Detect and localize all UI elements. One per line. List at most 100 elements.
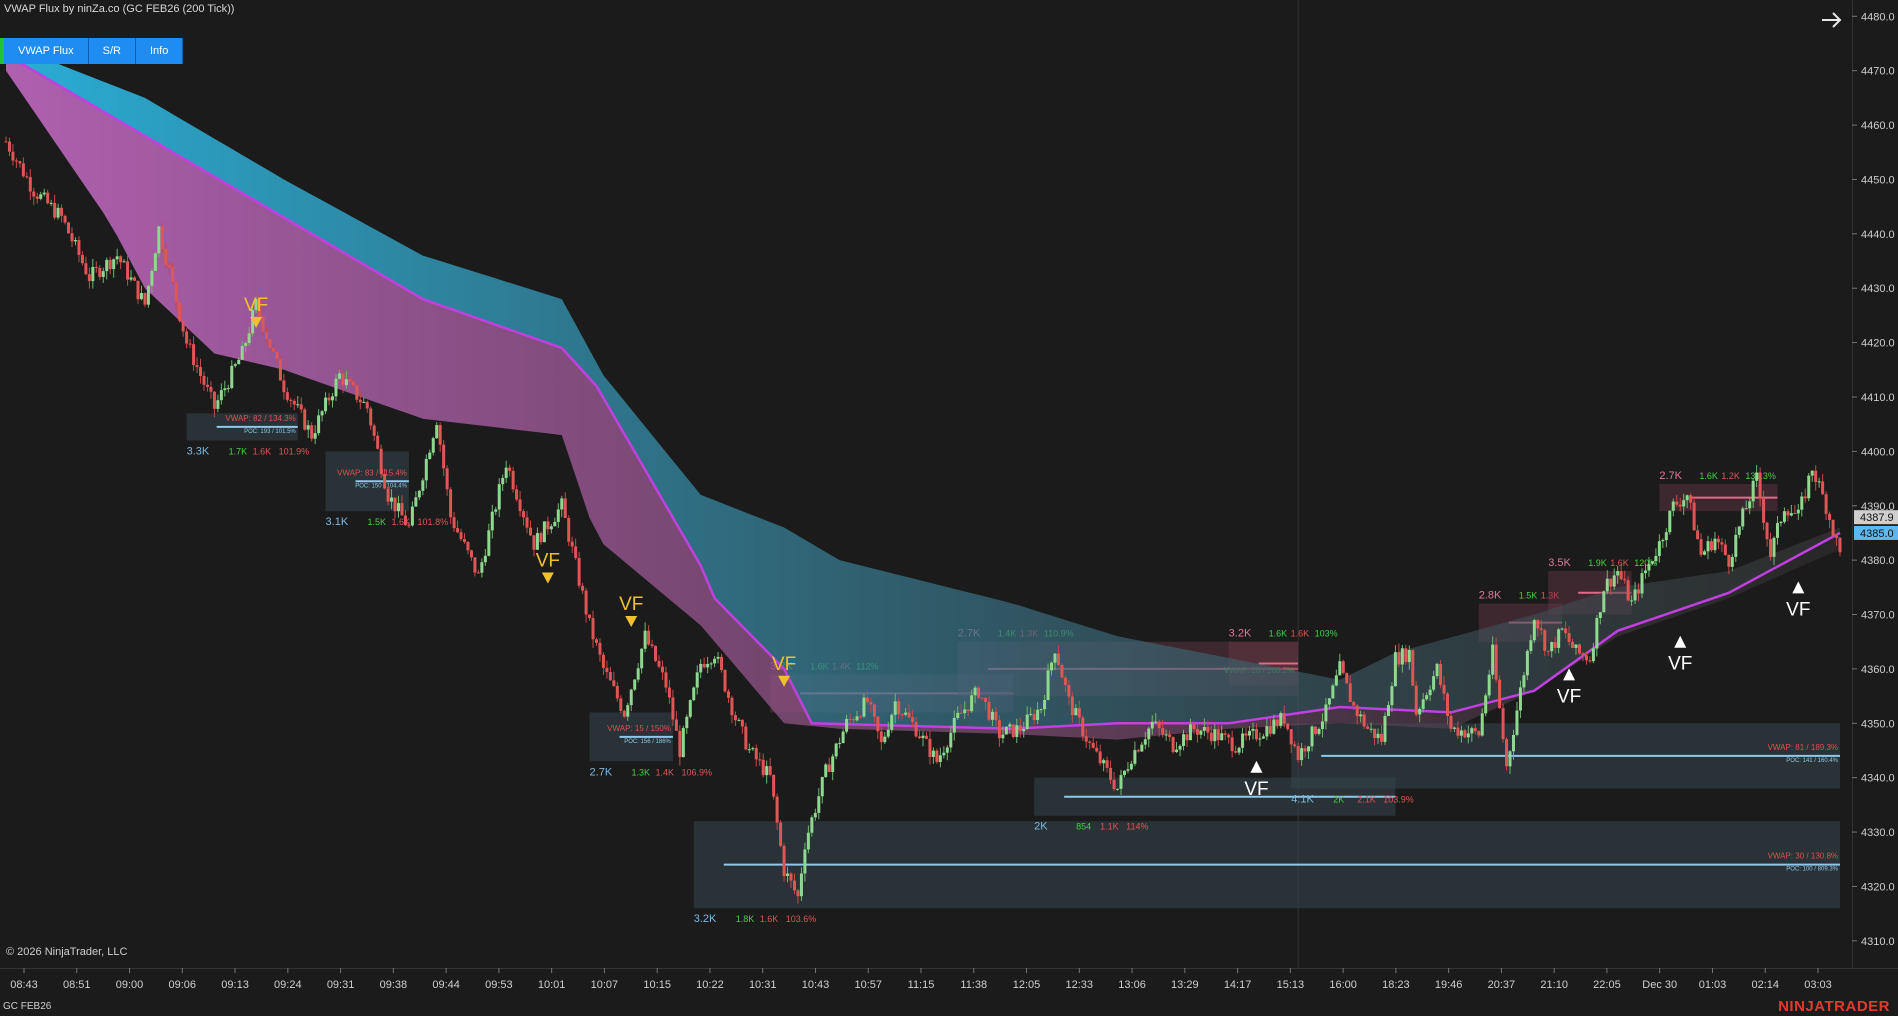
candle-body <box>963 709 967 714</box>
candle-body <box>848 718 852 720</box>
candle-body <box>1758 472 1762 499</box>
triangle-down-icon <box>250 316 263 328</box>
candle-body <box>25 176 29 178</box>
candle-body <box>1511 734 1515 752</box>
candle-body <box>1286 723 1290 730</box>
candle-body <box>119 256 123 263</box>
candle-body <box>1046 670 1050 700</box>
arrow-right-icon[interactable] <box>1818 8 1846 32</box>
candle-body <box>674 719 678 731</box>
candle-body <box>695 672 699 688</box>
candle-body <box>1258 738 1262 740</box>
candle-body <box>275 351 279 360</box>
candle-body <box>1209 732 1213 742</box>
candle-body <box>1147 728 1151 740</box>
triangle-up-icon <box>1792 581 1805 594</box>
candle-body <box>1685 495 1689 501</box>
candle-body <box>108 259 112 270</box>
candle-body <box>570 541 574 547</box>
candle-body <box>344 379 348 386</box>
candle-body <box>855 716 859 721</box>
candle-body <box>716 656 720 659</box>
candle-body <box>98 267 102 277</box>
candles <box>4 136 1842 904</box>
candle-body <box>1668 510 1672 533</box>
vwap-flux-button[interactable]: VWAP Flux <box>4 38 89 64</box>
zone-volume-sell: 1.6K <box>1291 629 1310 639</box>
candle-body <box>445 468 449 490</box>
candle-body <box>1244 733 1248 736</box>
candle-body <box>393 497 397 512</box>
candle-body <box>522 511 526 518</box>
time-axis[interactable] <box>0 968 1898 1016</box>
candle-body <box>782 845 786 876</box>
candle-body <box>528 527 532 536</box>
candle-body <box>67 222 71 234</box>
candle-body <box>1268 726 1272 734</box>
candle-body <box>740 719 744 727</box>
candle-body <box>775 796 779 823</box>
candle-body <box>786 873 790 876</box>
zone-ratio: 106.9% <box>682 767 713 777</box>
candle-body <box>640 648 644 669</box>
candle-body <box>292 400 296 405</box>
candle-body <box>185 331 189 344</box>
candle-body <box>1543 630 1547 651</box>
candle-body <box>688 700 692 717</box>
candle-body <box>685 716 689 729</box>
price-axis[interactable] <box>1852 0 1898 968</box>
candle-body <box>720 656 724 671</box>
zone-count-label: 3.1K <box>326 516 349 528</box>
candle-body <box>813 812 817 818</box>
candle-body <box>296 404 300 406</box>
candle-body <box>1581 653 1585 656</box>
candle-body <box>1470 728 1474 734</box>
candle-body <box>1532 620 1536 641</box>
candle-body <box>1442 684 1446 694</box>
candle-body <box>1661 540 1665 542</box>
candle-body <box>1828 513 1832 521</box>
zone-count-label: 3.5K <box>1548 557 1571 569</box>
candle-body <box>546 521 550 530</box>
candle-body <box>1723 544 1727 555</box>
zone-volume-sell: 1.6K <box>760 914 779 924</box>
candle-body <box>1293 744 1297 747</box>
candle-body <box>7 141 11 152</box>
candle-body <box>987 701 991 720</box>
candle-body <box>1248 730 1252 736</box>
candle-body <box>1067 685 1071 697</box>
zone-volume-sell: 1.6K <box>253 446 272 456</box>
candle-body <box>480 562 484 573</box>
zone-poc-label: POC: 193 / 101.5% <box>244 429 296 435</box>
candle-body <box>1623 579 1627 581</box>
candle-body <box>1004 726 1008 735</box>
sr-button[interactable]: S/R <box>88 38 136 64</box>
candle-body <box>654 645 658 662</box>
candle-body <box>1675 501 1679 505</box>
candle-body <box>351 381 355 386</box>
info-button[interactable]: Info <box>135 38 184 64</box>
candle-body <box>70 233 74 242</box>
candle-body <box>438 425 442 445</box>
candle-body <box>865 697 869 702</box>
candle-body <box>796 890 800 897</box>
candle-body <box>1126 769 1130 771</box>
candle-body <box>518 499 522 512</box>
candle-body <box>883 736 887 743</box>
candle-body <box>945 747 949 753</box>
candle-body <box>1744 508 1748 510</box>
candle-body <box>230 365 234 388</box>
candle-body <box>1105 760 1109 768</box>
candle-body <box>355 385 359 400</box>
candle-body <box>1195 729 1199 735</box>
candle-body <box>1199 730 1203 735</box>
candle-body <box>1039 709 1043 711</box>
candle-body <box>1727 554 1731 567</box>
upper-band <box>6 43 1840 729</box>
candle-body <box>928 738 932 757</box>
candle-body <box>588 614 592 619</box>
candle-body <box>664 672 668 688</box>
candle-body <box>713 658 717 664</box>
